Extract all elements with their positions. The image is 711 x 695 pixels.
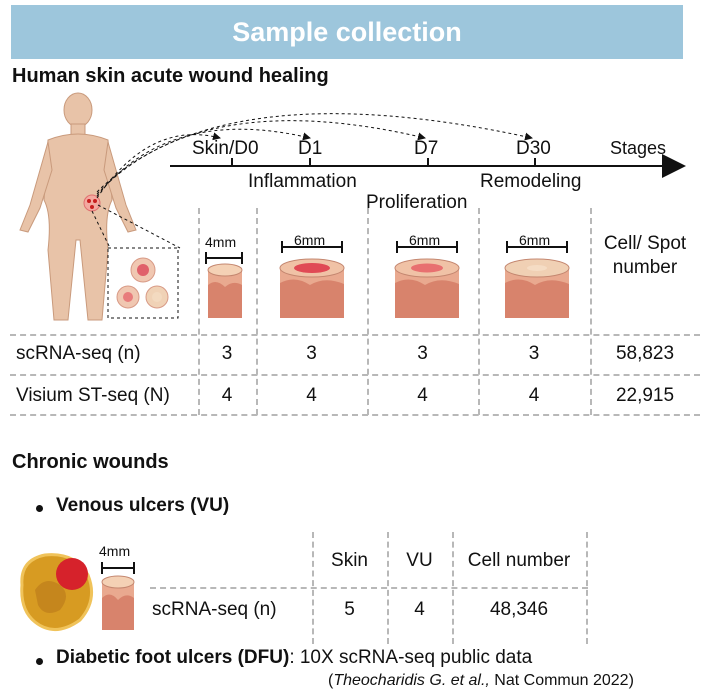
cell-value: 4 <box>306 385 317 406</box>
cell-value: 4 <box>221 385 233 406</box>
cell-value: 4 <box>528 385 540 406</box>
cell-value: 4 <box>414 599 425 620</box>
cell-value: 4 <box>417 385 428 406</box>
vu-scale-label: 4mm <box>99 543 131 559</box>
count-column-header: Cell/ Spot number <box>603 233 687 278</box>
biopsy-d30 <box>504 258 570 318</box>
biopsy-d1 <box>279 258 345 318</box>
human-figure-illustration <box>19 92 686 321</box>
dfu-citation: (Theocharidis G. et al., Nat Commun 2022… <box>328 672 634 690</box>
cell-value: 5 <box>344 599 355 620</box>
dfu-line: Diabetic foot ulcers (DFU): 10X scRNA-se… <box>56 647 532 669</box>
venous-ulcer-illustration <box>20 553 135 631</box>
phase-inflammation: Inflammation <box>248 171 357 192</box>
bullet <box>36 505 43 512</box>
acute-section-title: Human skin acute wound healing <box>12 65 329 87</box>
phase-remodeling: Remodeling <box>480 171 582 192</box>
grid-line-v <box>198 208 200 415</box>
citation-authors: Theocharidis G. et al., <box>333 672 490 689</box>
vu-header-skin: Skin <box>331 550 368 571</box>
timepoint-d1: D1 <box>298 138 323 159</box>
vu-row-label: scRNA-seq (n) <box>152 599 277 620</box>
cell-value: 3 <box>221 343 233 364</box>
grid-line-h <box>10 414 700 416</box>
vu-header-cell-number: Cell number <box>467 550 571 571</box>
dfu-description: : 10X scRNA-seq public data <box>289 647 533 668</box>
cell-value: 3 <box>417 343 428 364</box>
row-label-scrna: scRNA-seq (n) <box>16 343 141 364</box>
biopsy-d7 <box>394 258 460 318</box>
dfu-title: Diabetic foot ulcers (DFU) <box>56 647 290 668</box>
vu-title: Venous ulcers (VU) <box>56 495 230 516</box>
biopsy-illustrations <box>205 241 570 318</box>
grid-line-h <box>10 374 700 376</box>
header-title: Sample collection <box>232 16 462 47</box>
grid-line-h <box>150 587 588 589</box>
timepoint-d7: D7 <box>414 138 439 159</box>
header-banner: Sample collection <box>11 5 683 59</box>
phase-proliferation: Proliferation <box>366 192 468 213</box>
biopsy-d0 <box>207 263 243 318</box>
vu-header-vu: VU <box>406 550 433 571</box>
bullet <box>36 658 43 665</box>
chronic-section-title: Chronic wounds <box>12 451 169 473</box>
cell-value: 3 <box>306 343 317 364</box>
scale-label-d0: 4mm <box>205 234 237 250</box>
citation-open: ( <box>328 672 334 689</box>
cell-total: 48,346 <box>489 599 549 620</box>
grid-line-h <box>10 334 700 336</box>
scale-label-d30: 6mm <box>519 232 551 248</box>
timepoint-d0: Skin/D0 <box>192 138 259 159</box>
scale-label-d7: 6mm <box>409 232 441 248</box>
row-label-visium: Visium ST-seq (N) <box>16 385 170 406</box>
cell-total: 58,823 <box>615 343 675 364</box>
grid-line-v <box>478 208 480 415</box>
citation-journal: Nat Commun 2022) <box>489 672 634 689</box>
cell-value: 3 <box>528 343 540 364</box>
timepoint-d30: D30 <box>516 138 551 159</box>
scale-label-d1: 6mm <box>294 232 326 248</box>
cell-total: 22,915 <box>615 385 675 406</box>
grid-line-v <box>256 208 258 415</box>
grid-line-v <box>590 208 592 415</box>
stages-label: Stages <box>610 138 667 158</box>
grid-line-v <box>367 208 369 415</box>
